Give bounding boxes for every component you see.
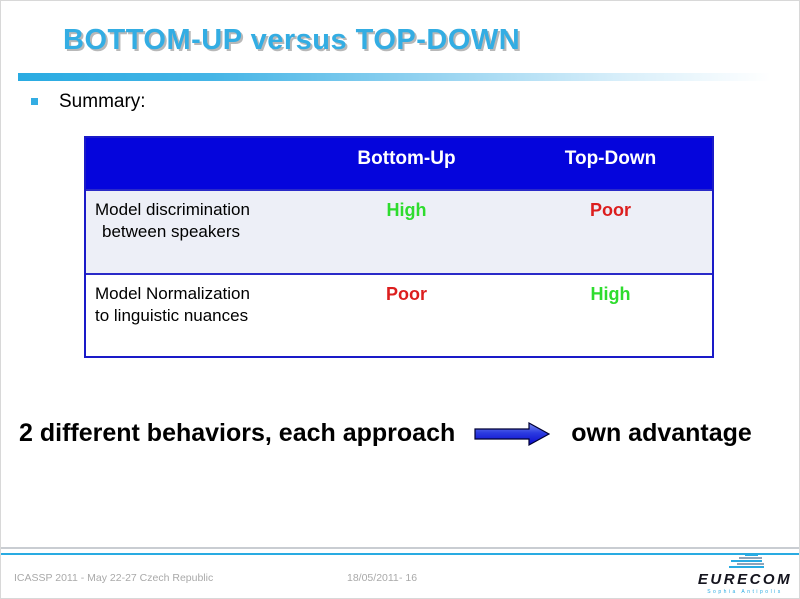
table-row: Model discrimination between speakers Hi…	[86, 189, 712, 273]
footer-conference: ICASSP 2011 - May 22-27 Czech Republic	[14, 572, 214, 584]
eurecom-logo-text: EURECOM	[697, 571, 793, 588]
cell-value: High	[386, 200, 427, 220]
footer-date: 18/05/2011	[347, 572, 399, 584]
footer-divider-grey	[1, 547, 799, 549]
eurecom-logo-tagline: Sophia Antipolis	[707, 589, 783, 595]
conclusion-statement: 2 different behaviors, each approach own…	[19, 419, 795, 448]
statement-right-text: own advantage	[571, 419, 752, 447]
eurecom-logo: EURECOM Sophia Antipolis	[693, 554, 797, 595]
header-top-down: Top-Down	[564, 148, 657, 169]
row-label: Model discrimination between speakers	[95, 200, 250, 241]
table-header-row: Bottom-Up Top-Down	[86, 138, 712, 189]
summary-bullet-row: Summary:	[31, 91, 146, 113]
comparison-table: Bottom-Up Top-Down Model discrimination …	[84, 136, 714, 358]
right-arrow-icon	[474, 421, 551, 447]
cell-value: Poor	[385, 284, 427, 304]
title-accent-bar	[18, 73, 794, 81]
footer-page-number: - 16	[399, 572, 418, 584]
footer-divider-cyan	[1, 553, 799, 555]
bullet-square-icon	[31, 98, 38, 105]
statement-left-text: 2 different behaviors, each approach	[19, 419, 456, 447]
row-label: Model Normalization to linguistic nuance…	[95, 284, 250, 325]
table-row: Model Normalization to linguistic nuance…	[86, 273, 712, 356]
eurecom-bars-icon	[693, 554, 797, 571]
header-bottom-up: Bottom-Up	[357, 148, 456, 169]
cell-value: High	[590, 284, 631, 304]
slide-title: BOTTOM-UP versus TOP-DOWN	[63, 24, 521, 56]
header-empty-cell	[86, 138, 304, 189]
cell-value: Poor	[589, 200, 631, 220]
summary-label: Summary:	[59, 91, 146, 112]
